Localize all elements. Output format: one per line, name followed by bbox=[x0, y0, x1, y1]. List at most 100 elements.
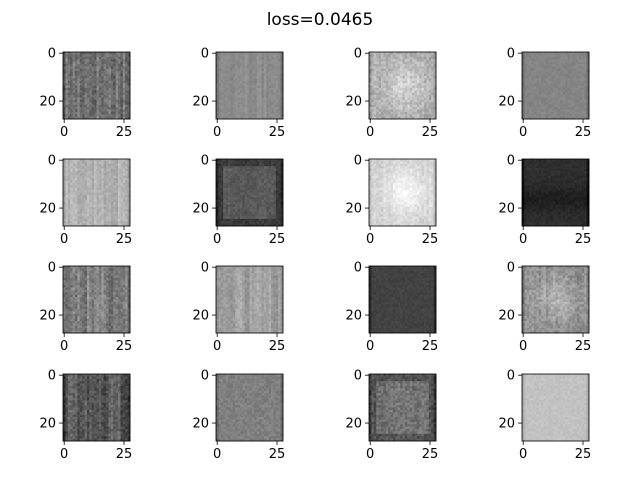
x-tick-label: 0 bbox=[366, 125, 374, 140]
x-tick-label: 25 bbox=[422, 232, 439, 247]
subplot-image bbox=[522, 374, 590, 442]
subplot-image bbox=[216, 266, 284, 334]
subplot-image bbox=[216, 52, 284, 120]
y-tick-label: 20 bbox=[345, 417, 362, 432]
x-tick-label: 0 bbox=[519, 447, 527, 462]
y-tick-label: 20 bbox=[498, 202, 515, 217]
subplot-image bbox=[522, 266, 590, 334]
x-tick-label: 25 bbox=[575, 232, 592, 247]
subplot-frame bbox=[368, 51, 437, 120]
y-tick-label: 0 bbox=[354, 154, 362, 169]
y-tick-label: 20 bbox=[39, 417, 56, 432]
subplot-image bbox=[63, 374, 131, 442]
y-tick-label: 20 bbox=[192, 202, 209, 217]
subplot-frame bbox=[62, 51, 131, 120]
subplot-2: 0 20 0 25 bbox=[192, 47, 285, 140]
subplot-frame bbox=[215, 265, 284, 334]
y-tick-label: 20 bbox=[345, 95, 362, 110]
y-tick-label: 20 bbox=[192, 95, 209, 110]
y-tick-label: 20 bbox=[39, 202, 56, 217]
x-tick-label: 25 bbox=[116, 447, 133, 462]
x-tick-label: 25 bbox=[269, 125, 286, 140]
x-tick-label: 0 bbox=[213, 232, 221, 247]
subplot-13: 0 20 0 25 bbox=[39, 369, 132, 462]
subplot-image bbox=[63, 52, 131, 120]
subplot-9: 0 20 0 25 bbox=[39, 261, 132, 354]
subplot-image bbox=[522, 52, 590, 120]
subplot-3: 0 20 0 25 bbox=[345, 47, 438, 140]
subplot-frame bbox=[521, 51, 590, 120]
y-tick-label: 0 bbox=[354, 261, 362, 276]
x-tick-label: 25 bbox=[116, 125, 133, 140]
x-tick-label: 0 bbox=[213, 339, 221, 354]
figure-title: loss=0.0465 bbox=[267, 10, 374, 30]
y-tick-label: 0 bbox=[201, 154, 209, 169]
y-tick-label: 20 bbox=[192, 309, 209, 324]
subplot-frame bbox=[368, 265, 437, 334]
x-tick-label: 25 bbox=[269, 447, 286, 462]
subplot-image bbox=[522, 159, 590, 227]
subplot-4: 0 20 0 25 bbox=[498, 47, 591, 140]
x-tick-label: 25 bbox=[422, 125, 439, 140]
x-tick-label: 0 bbox=[519, 232, 527, 247]
subplot-image bbox=[369, 374, 437, 442]
subplot-frame bbox=[215, 51, 284, 120]
subplot-frame bbox=[521, 373, 590, 442]
y-tick-label: 0 bbox=[354, 369, 362, 384]
x-tick-label: 0 bbox=[60, 339, 68, 354]
y-tick-label: 20 bbox=[498, 309, 515, 324]
subplot-frame bbox=[62, 265, 131, 334]
subplot-16: 0 20 0 25 bbox=[498, 369, 591, 462]
x-tick-label: 25 bbox=[422, 339, 439, 354]
x-tick-label: 25 bbox=[116, 339, 133, 354]
x-tick-label: 0 bbox=[366, 232, 374, 247]
subplot-12: 0 20 0 25 bbox=[498, 261, 591, 354]
x-tick-label: 0 bbox=[60, 447, 68, 462]
subplot-8: 0 20 0 25 bbox=[498, 154, 591, 247]
x-tick-label: 25 bbox=[269, 232, 286, 247]
subplot-image bbox=[369, 159, 437, 227]
y-tick-label: 0 bbox=[507, 261, 515, 276]
x-tick-label: 0 bbox=[519, 125, 527, 140]
y-tick-label: 0 bbox=[48, 47, 56, 62]
y-tick-label: 0 bbox=[507, 369, 515, 384]
subplot-frame bbox=[62, 373, 131, 442]
subplot-frame bbox=[521, 265, 590, 334]
y-tick-label: 20 bbox=[345, 202, 362, 217]
subplot-image bbox=[369, 52, 437, 120]
subplot-5: 0 20 0 25 bbox=[39, 154, 132, 247]
subplot-frame bbox=[368, 373, 437, 442]
subplot-image bbox=[369, 266, 437, 334]
y-tick-label: 0 bbox=[48, 261, 56, 276]
subplot-image bbox=[63, 159, 131, 227]
x-tick-label: 0 bbox=[213, 447, 221, 462]
subplot-15: 0 20 0 25 bbox=[345, 369, 438, 462]
y-tick-label: 0 bbox=[507, 47, 515, 62]
y-tick-label: 20 bbox=[192, 417, 209, 432]
subplot-6: 0 20 0 25 bbox=[192, 154, 285, 247]
y-tick-label: 20 bbox=[39, 95, 56, 110]
x-tick-label: 25 bbox=[116, 232, 133, 247]
x-tick-label: 0 bbox=[213, 125, 221, 140]
x-tick-label: 25 bbox=[575, 447, 592, 462]
y-tick-label: 0 bbox=[201, 261, 209, 276]
y-tick-label: 0 bbox=[354, 47, 362, 62]
y-tick-label: 20 bbox=[498, 417, 515, 432]
y-tick-label: 0 bbox=[48, 369, 56, 384]
subplot-1: 0 20 0 25 bbox=[39, 47, 132, 140]
y-tick-label: 20 bbox=[498, 95, 515, 110]
x-tick-label: 25 bbox=[422, 447, 439, 462]
subplot-frame bbox=[521, 158, 590, 227]
y-tick-label: 0 bbox=[48, 154, 56, 169]
x-tick-label: 0 bbox=[366, 339, 374, 354]
subplot-image bbox=[216, 159, 284, 227]
subplot-10: 0 20 0 25 bbox=[192, 261, 285, 354]
subplot-frame bbox=[215, 158, 284, 227]
subplot-14: 0 20 0 25 bbox=[192, 369, 285, 462]
subplot-frame bbox=[215, 373, 284, 442]
x-tick-label: 0 bbox=[366, 447, 374, 462]
subplot-image bbox=[63, 266, 131, 334]
x-tick-label: 0 bbox=[519, 339, 527, 354]
